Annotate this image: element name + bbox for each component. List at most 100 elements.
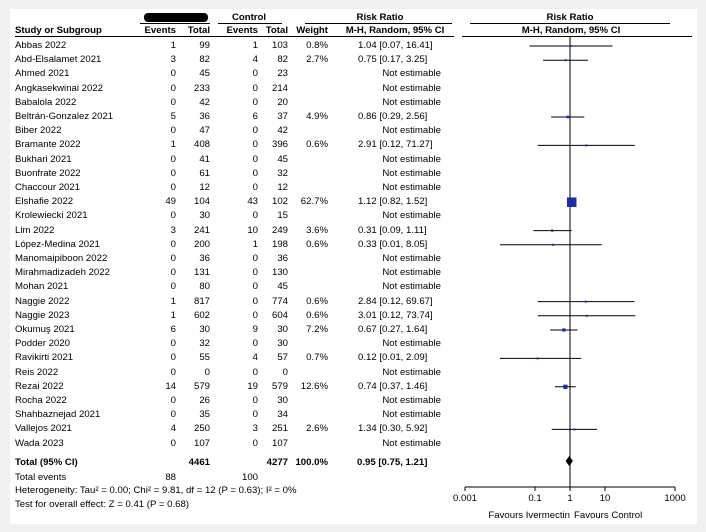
events-group1: 0 bbox=[170, 238, 176, 250]
study-name: Angkasekwinai 2022 bbox=[15, 82, 104, 94]
total-control: 130 bbox=[271, 267, 288, 279]
total-group1: 35 bbox=[199, 409, 210, 421]
total-group1: 30 bbox=[199, 324, 210, 335]
events-control: 0 bbox=[252, 267, 258, 279]
col-weight-header: Weight bbox=[296, 25, 328, 36]
events-control: 0 bbox=[252, 253, 258, 264]
total-group1: 41 bbox=[199, 153, 210, 165]
total-control: 198 bbox=[271, 238, 288, 250]
events-control: 0 bbox=[252, 68, 258, 80]
study-name: Elshafie 2022 bbox=[15, 196, 74, 208]
point-estimate bbox=[573, 428, 576, 431]
total-n2: 4277 bbox=[266, 457, 288, 468]
study-name: Wada 2023 bbox=[15, 437, 64, 449]
events-group1: 4 bbox=[170, 423, 176, 435]
point-estimate bbox=[585, 144, 588, 147]
events-group1: 0 bbox=[170, 253, 176, 264]
events-control: 6 bbox=[252, 111, 258, 122]
study-name: Manomaipiboon 2022 bbox=[15, 253, 108, 264]
study-weight: 0.6% bbox=[306, 295, 328, 307]
total-control: 34 bbox=[277, 409, 288, 421]
risk-ratio-ci: 1.12 [0.82, 1.52] bbox=[358, 196, 428, 208]
total-group1: 107 bbox=[193, 437, 210, 449]
overall-effect-text: Test for overall effect: Z = 0.41 (P = 0… bbox=[15, 499, 190, 510]
study-name: Reis 2022 bbox=[15, 366, 59, 378]
study-name: Lim 2022 bbox=[15, 224, 55, 236]
risk-ratio-ci: 2.84 [0.12, 69.67] bbox=[358, 295, 433, 307]
not-estimable: Not estimable bbox=[382, 153, 441, 165]
total-group1: 0 bbox=[204, 366, 210, 378]
not-estimable: Not estimable bbox=[382, 167, 441, 179]
total-control: 42 bbox=[277, 125, 288, 137]
total-control: 103 bbox=[271, 40, 288, 51]
events-group1: 0 bbox=[170, 281, 176, 293]
study-name: Rezai 2022 bbox=[15, 380, 64, 392]
study-name: Biber 2022 bbox=[15, 125, 62, 137]
total-control: 82 bbox=[277, 54, 288, 66]
study-name: Naggie 2023 bbox=[15, 309, 70, 321]
total-control: 20 bbox=[277, 96, 288, 108]
total-events1: 88 bbox=[165, 472, 176, 483]
study-weight: 2.6% bbox=[306, 423, 328, 435]
plot-subheader: M-H, Random, 95% CI bbox=[521, 25, 621, 36]
total-group1: 408 bbox=[193, 139, 210, 151]
x-tick-label: 1 bbox=[567, 493, 572, 504]
study-name: Mohan 2021 bbox=[15, 281, 69, 293]
study-name: Ahmed 2021 bbox=[15, 68, 70, 80]
events-group1: 0 bbox=[170, 267, 176, 279]
col-total1-header: Total bbox=[187, 25, 210, 36]
total-group1: 233 bbox=[193, 82, 210, 94]
study-weight: 0.7% bbox=[306, 352, 328, 364]
not-estimable: Not estimable bbox=[382, 267, 441, 279]
events-group1: 0 bbox=[170, 352, 176, 364]
total-control: 0 bbox=[282, 366, 288, 378]
risk-ratio-header: Risk Ratio bbox=[356, 12, 404, 23]
total-group1: 36 bbox=[199, 111, 210, 122]
events-group1: 0 bbox=[170, 338, 176, 350]
rr-header-rule bbox=[305, 23, 452, 24]
total-group1: 99 bbox=[199, 40, 210, 51]
events-group1: 1 bbox=[170, 40, 176, 51]
x-tick-label: 10 bbox=[600, 493, 611, 504]
study-weight: 3.6% bbox=[306, 224, 328, 236]
total-label: Total (95% CI) bbox=[15, 457, 78, 468]
not-estimable: Not estimable bbox=[382, 281, 441, 293]
total-group1: 82 bbox=[199, 54, 210, 66]
study-weight: 0.6% bbox=[306, 139, 328, 151]
point-estimate bbox=[536, 357, 539, 360]
total-group1: 80 bbox=[199, 281, 210, 293]
total-control: 604 bbox=[271, 309, 288, 321]
total-group1: 42 bbox=[199, 96, 210, 108]
events-group1: 1 bbox=[170, 309, 176, 321]
events-control: 9 bbox=[252, 324, 258, 335]
study-name: Okumuş 2021 bbox=[15, 324, 75, 335]
total-control: 32 bbox=[277, 167, 288, 179]
study-weight: 0.6% bbox=[306, 309, 328, 321]
events-control: 0 bbox=[252, 395, 258, 406]
study-name: Krolewiecki 2021 bbox=[15, 210, 88, 222]
col-events2-header: Events bbox=[226, 25, 258, 36]
total-events2: 100 bbox=[241, 472, 258, 483]
point-estimate bbox=[563, 384, 568, 389]
risk-ratio-ci: 0.86 [0.29, 2.56] bbox=[358, 111, 428, 122]
events-group1: 1 bbox=[170, 139, 176, 151]
not-estimable: Not estimable bbox=[382, 68, 441, 80]
total-group1: 61 bbox=[199, 167, 210, 179]
total-group1: 47 bbox=[199, 125, 210, 137]
total-control: 12 bbox=[277, 182, 288, 193]
total-group1: 32 bbox=[199, 338, 210, 350]
events-control: 0 bbox=[252, 182, 258, 193]
events-control: 0 bbox=[252, 210, 258, 222]
events-group1: 0 bbox=[170, 68, 176, 80]
col-study-header: Study or Subgroup bbox=[15, 25, 102, 36]
pooled-diamond bbox=[565, 456, 573, 466]
events-group1: 3 bbox=[170, 224, 176, 236]
favours-right-label: Favours Control bbox=[574, 510, 643, 521]
events-group1: 0 bbox=[170, 82, 176, 94]
total-control: 251 bbox=[271, 423, 288, 435]
study-name: Abd-Elsalamet 2021 bbox=[15, 54, 102, 66]
point-estimate bbox=[569, 45, 572, 47]
total-control: 36 bbox=[277, 253, 288, 264]
risk-ratio-ci: 3.01 [0.12, 73.74] bbox=[358, 309, 433, 321]
events-control: 0 bbox=[252, 153, 258, 165]
